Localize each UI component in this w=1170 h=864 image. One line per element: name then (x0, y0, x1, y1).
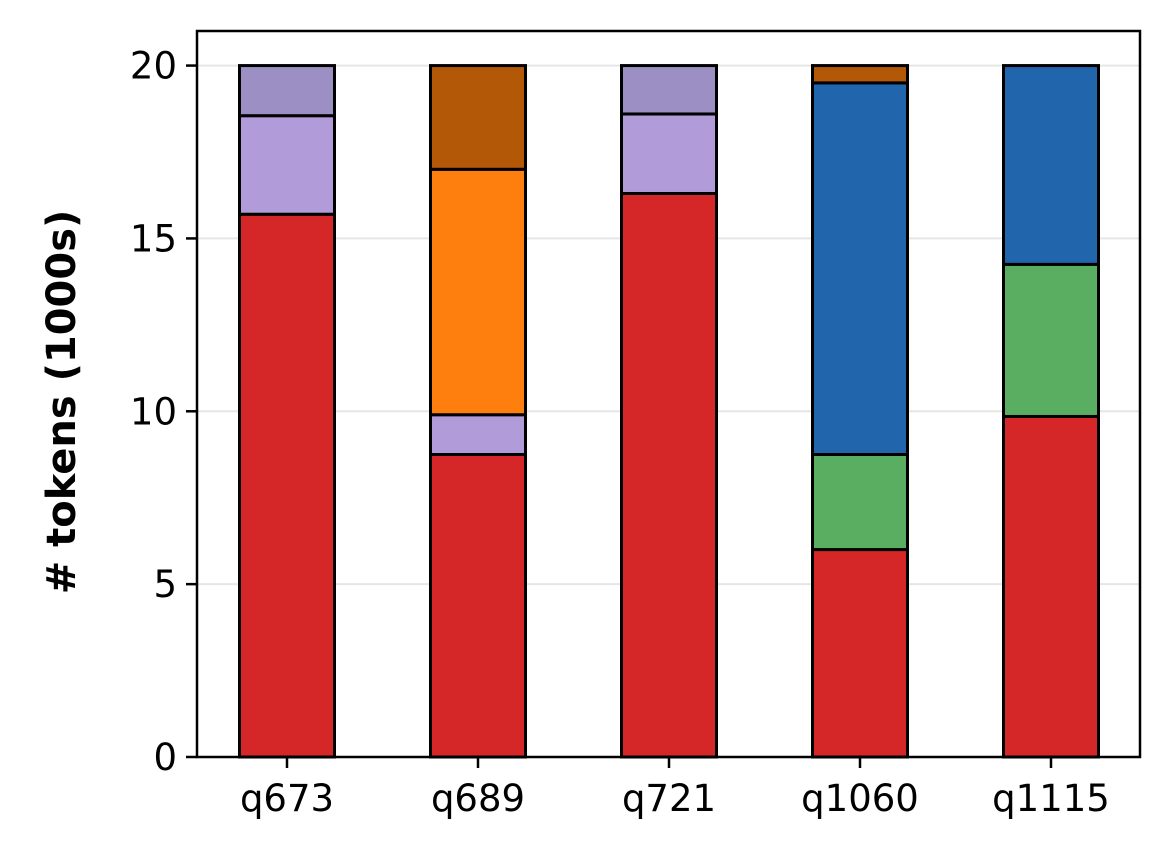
bar-segment-q721-s5 (620, 64, 718, 116)
bar-segment-q1060-s2 (811, 81, 909, 456)
bar-segment-q673-s5 (238, 64, 336, 118)
bar-segment-q673-s0 (238, 212, 336, 759)
y-tick-label: 20 (130, 45, 177, 88)
x-tick-label: q1115 (992, 777, 1110, 820)
axis-ticks: 0 5 10 15 20 q673 q689 q721 q1060 q1115 (130, 45, 1110, 820)
y-tick-label: 10 (130, 390, 177, 433)
bar-segment-q689-s4 (429, 167, 527, 417)
y-tick-label: 0 (153, 736, 177, 779)
bar-segment-q689-s0 (429, 453, 527, 759)
bar-segment-q673-s3 (238, 114, 336, 216)
bar-segment-q721-s3 (620, 112, 718, 195)
bar-segment-q1060-s0 (811, 548, 909, 759)
x-tick-label: q721 (622, 777, 716, 820)
bar-segment-q1115-s0 (1002, 414, 1100, 759)
bar-segment-q721-s0 (620, 191, 718, 759)
x-tick-label: q689 (431, 777, 525, 820)
x-tick-label: q1060 (801, 777, 919, 820)
y-tick-label: 15 (130, 217, 177, 260)
x-tick-label: q673 (240, 777, 334, 820)
bar-segment-q1060-s1 (811, 453, 909, 552)
y-axis-title: # tokens (1000s) (39, 210, 85, 595)
bar-segment-q1115-s1 (1002, 262, 1100, 418)
bar-segment-q689-s3 (429, 413, 527, 456)
bar-segment-q689-s6 (429, 64, 527, 171)
y-tick-label: 5 (153, 563, 177, 606)
bar-segment-q1115-s2 (1002, 64, 1100, 266)
bar-segment-q1060-s6 (811, 64, 909, 85)
bars (238, 64, 1100, 759)
